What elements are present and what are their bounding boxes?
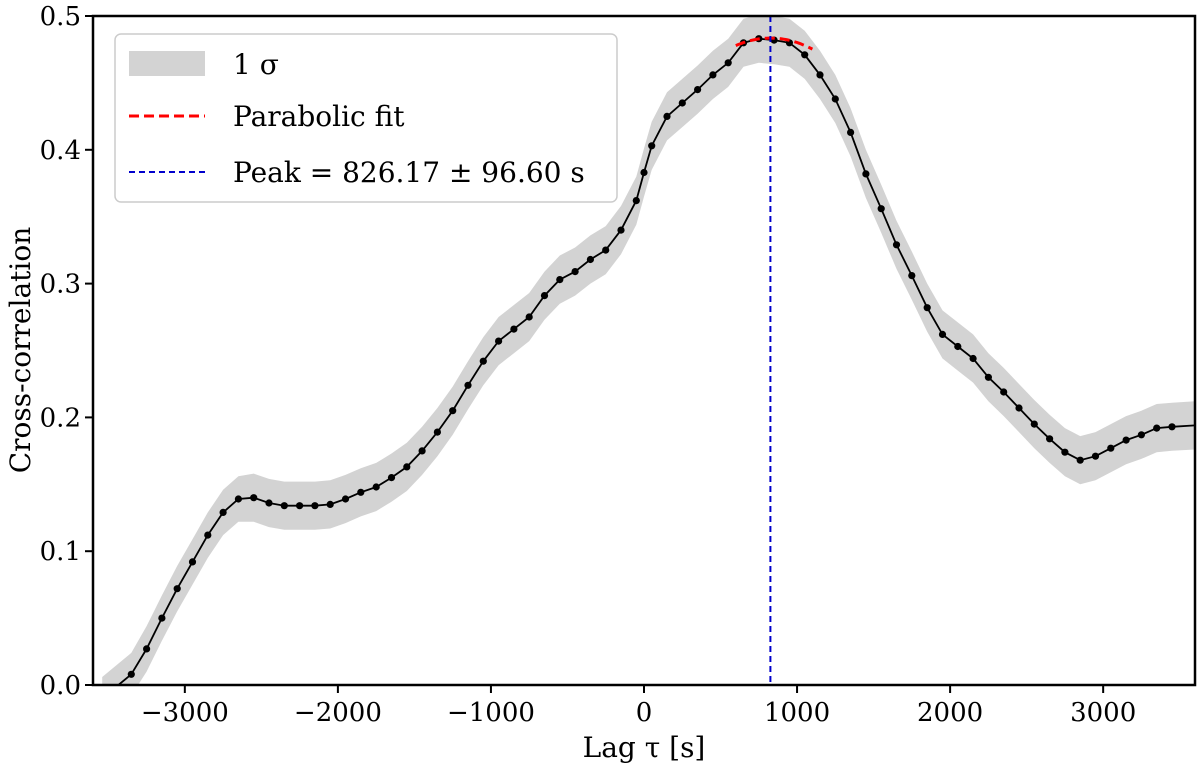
data-point (640, 168, 648, 177)
data-point (296, 502, 304, 510)
data-point (801, 51, 809, 59)
y-tick-label: 0.0 (40, 671, 81, 701)
data-point (648, 142, 656, 150)
y-axis-ticks: 0.0 0.1 0.2 0.3 0.4 0.5 (40, 2, 93, 701)
plot-area: −3000 −2000 −1000 0 1000 2000 3000 0.00.10.20.… (40, 2, 1197, 728)
data-point (418, 447, 426, 455)
x-tick-label: −1000 (447, 698, 535, 728)
data-point (1046, 435, 1054, 443)
data-point (571, 268, 579, 276)
data-point (556, 276, 564, 284)
data-point (1168, 423, 1176, 431)
data-point (724, 59, 732, 67)
data-point (433, 428, 441, 436)
data-point (923, 304, 931, 312)
data-point (1122, 436, 1130, 444)
x-axis-ticks: −3000 −2000 −1000 0 1000 2000 3000 (141, 685, 1136, 728)
sigma-band (102, 16, 1195, 685)
legend-label-fit: Parabolic fit (233, 100, 405, 133)
data-point (678, 99, 686, 107)
data-point (1015, 404, 1023, 412)
y-tick-label: 0.2 (40, 403, 81, 433)
data-point (877, 205, 885, 213)
data-point (617, 226, 625, 234)
data-point (540, 292, 549, 300)
data-point (1030, 420, 1038, 428)
data-point (525, 313, 533, 321)
data-point (219, 508, 227, 516)
data-point (847, 128, 855, 136)
data-point (908, 272, 916, 280)
data-point (357, 488, 365, 496)
y-axis-label: Cross-correlation (4, 227, 37, 474)
data-point (1153, 424, 1161, 432)
y-tick-label: 0.1 (40, 537, 81, 567)
x-axis-label: Lag τ [s] (583, 731, 706, 764)
data-point (1137, 431, 1145, 439)
x-tick-label: −2000 (294, 698, 382, 728)
data-point (158, 614, 166, 622)
data-point (1076, 456, 1084, 464)
data-point (280, 502, 288, 510)
x-tick-label: 2000 (917, 698, 983, 728)
legend-label-peak: Peak = 826.17 ± 96.60 s (233, 156, 585, 189)
data-point (188, 558, 197, 566)
data-point (954, 342, 962, 351)
legend-box (114, 33, 618, 203)
data-point (586, 255, 595, 264)
data-point (326, 500, 334, 508)
data-point (1061, 448, 1069, 456)
data-point (984, 373, 993, 381)
data-point (479, 357, 487, 365)
series-markers (127, 35, 1176, 678)
y-tick-label: 0.3 (40, 270, 81, 300)
data-point (632, 197, 640, 205)
data-point (311, 502, 319, 510)
x-tick-label: 1000 (764, 698, 830, 728)
x-tick-label: −3000 (141, 698, 229, 728)
data-point (387, 474, 396, 482)
data-point (1000, 388, 1008, 396)
y-tick-label: 0.4 (40, 136, 81, 166)
data-point (938, 330, 947, 338)
data-point (127, 670, 135, 678)
data-point (173, 585, 181, 593)
data-point (892, 241, 901, 249)
legend-band-swatch (129, 51, 205, 76)
data-point (831, 95, 839, 103)
data-point (372, 483, 380, 491)
data-point (464, 381, 472, 389)
x-tick-label: 0 (636, 698, 653, 728)
parabolic-fit-line (735, 36, 814, 51)
data-point (663, 112, 671, 120)
data-point (694, 86, 702, 94)
data-point (403, 463, 411, 471)
data-point (449, 407, 457, 415)
legend: 1 σ Parabolic fit Peak = 826.17 ± 96.60 … (114, 33, 618, 203)
y-tick-label: 0.5 (40, 2, 81, 32)
data-point (602, 246, 610, 254)
data-point (862, 170, 870, 178)
data-point (510, 325, 518, 333)
data-point (204, 531, 212, 539)
data-point (143, 645, 151, 653)
data-point (495, 337, 503, 345)
legend-label-sigma: 1 σ (233, 48, 279, 81)
data-point (250, 494, 258, 502)
data-point (709, 71, 717, 79)
data-point (816, 71, 824, 79)
data-point (969, 354, 977, 363)
plot-content (102, 16, 1195, 685)
x-tick-label: 3000 (1070, 698, 1136, 728)
data-point (234, 495, 242, 503)
data-point (341, 495, 350, 503)
data-point (1107, 444, 1115, 452)
data-point (1091, 452, 1100, 460)
data-point (265, 499, 273, 507)
